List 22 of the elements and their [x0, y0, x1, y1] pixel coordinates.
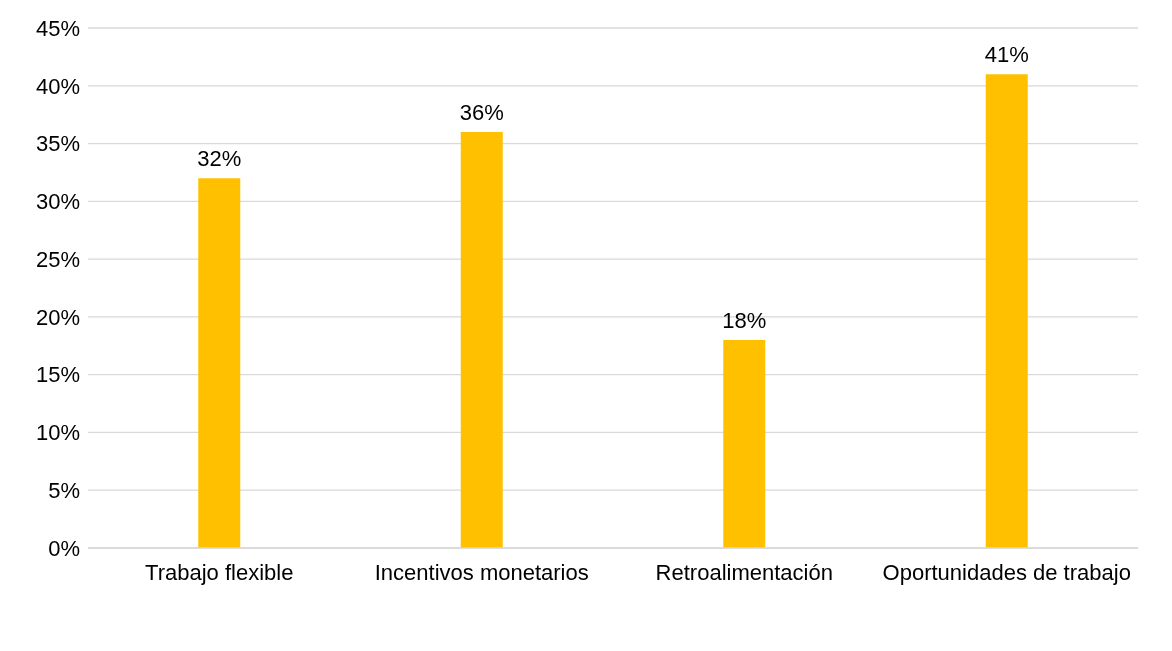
x-tick-label: Oportunidades de trabajo [882, 559, 1131, 585]
x-tick-label: Incentivos monetarios [374, 559, 589, 585]
y-tick-label: 10% [35, 420, 80, 446]
bar [198, 178, 241, 548]
y-tick-label: 35% [35, 131, 80, 157]
y-tick-label: 40% [35, 73, 80, 99]
x-tick-label: Trabajo flexible [145, 559, 294, 585]
y-tick-label: 0% [48, 535, 80, 561]
data-label: 41% [984, 42, 1029, 68]
bar [723, 340, 766, 548]
data-label: 36% [459, 100, 504, 125]
data-label: 32% [197, 146, 242, 172]
y-tick-label: 20% [35, 304, 80, 330]
y-tick-label: 5% [48, 478, 80, 504]
x-tick-label: Retroalimentación [655, 559, 833, 585]
y-tick-label: 30% [35, 189, 80, 215]
bar [460, 132, 503, 548]
y-tick-label: 45% [35, 15, 80, 41]
data-label: 18% [722, 308, 767, 333]
y-tick-label: 15% [35, 362, 80, 388]
y-tick-label: 25% [35, 246, 80, 272]
bar [985, 74, 1028, 548]
